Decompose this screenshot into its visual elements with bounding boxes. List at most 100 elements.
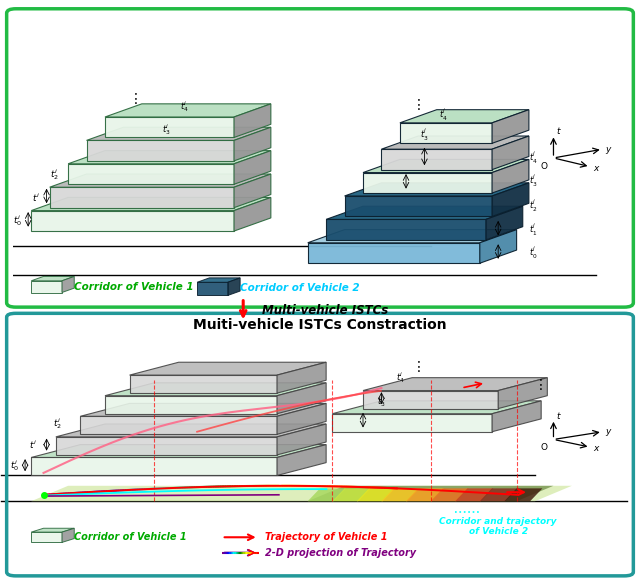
Polygon shape xyxy=(480,230,516,263)
Polygon shape xyxy=(50,187,234,208)
Polygon shape xyxy=(81,404,326,417)
Polygon shape xyxy=(86,140,234,161)
Polygon shape xyxy=(234,198,271,231)
Polygon shape xyxy=(332,414,492,432)
Polygon shape xyxy=(197,278,240,282)
Polygon shape xyxy=(31,277,74,281)
Polygon shape xyxy=(234,104,271,137)
Text: x: x xyxy=(593,444,599,453)
Text: Corridor of Vehicle 2: Corridor of Vehicle 2 xyxy=(240,283,360,293)
Text: $t_3^i$: $t_3^i$ xyxy=(162,123,171,137)
Polygon shape xyxy=(234,128,271,161)
Polygon shape xyxy=(277,383,326,414)
Polygon shape xyxy=(234,151,271,184)
Polygon shape xyxy=(62,528,74,542)
Polygon shape xyxy=(363,173,492,193)
Polygon shape xyxy=(81,417,277,434)
Polygon shape xyxy=(455,488,493,501)
Text: $t_3^j$: $t_3^j$ xyxy=(420,127,429,143)
Text: $t_3^j$: $t_3^j$ xyxy=(529,173,538,190)
Text: O: O xyxy=(540,443,547,452)
Polygon shape xyxy=(431,488,468,501)
Polygon shape xyxy=(56,424,326,437)
Polygon shape xyxy=(332,488,371,501)
Polygon shape xyxy=(308,488,346,501)
Text: Corridor of Vehicle 1: Corridor of Vehicle 1 xyxy=(74,532,187,542)
Polygon shape xyxy=(492,183,529,216)
Polygon shape xyxy=(332,401,541,414)
Text: $t_3^i$: $t_3^i$ xyxy=(377,394,386,408)
Text: t: t xyxy=(557,412,560,421)
Text: $t_4^j$: $t_4^j$ xyxy=(529,150,538,166)
Polygon shape xyxy=(480,488,518,501)
Polygon shape xyxy=(105,383,326,395)
Polygon shape xyxy=(504,488,543,501)
Polygon shape xyxy=(56,437,277,455)
Text: $t^i$: $t^i$ xyxy=(33,191,40,204)
Text: $t_2^j$: $t_2^j$ xyxy=(529,198,538,214)
Polygon shape xyxy=(277,424,326,455)
Polygon shape xyxy=(277,445,326,476)
Polygon shape xyxy=(31,528,74,532)
Polygon shape xyxy=(381,149,492,170)
Polygon shape xyxy=(486,206,523,240)
Polygon shape xyxy=(31,486,572,501)
Polygon shape xyxy=(326,206,523,219)
Polygon shape xyxy=(492,136,529,170)
Polygon shape xyxy=(406,488,444,501)
Polygon shape xyxy=(277,362,326,393)
Polygon shape xyxy=(105,117,234,137)
Text: y: y xyxy=(605,427,611,436)
Polygon shape xyxy=(68,164,234,184)
Polygon shape xyxy=(31,457,277,476)
Polygon shape xyxy=(234,174,271,208)
Text: 2-D projection of Trajectory: 2-D projection of Trajectory xyxy=(265,548,416,558)
Text: ⋮: ⋮ xyxy=(412,98,425,112)
Text: $t_0^j$: $t_0^j$ xyxy=(529,245,538,261)
Polygon shape xyxy=(62,277,74,292)
Text: $t^i$: $t^i$ xyxy=(29,438,37,451)
Polygon shape xyxy=(363,160,529,173)
Polygon shape xyxy=(357,488,395,501)
Polygon shape xyxy=(105,395,277,414)
Polygon shape xyxy=(308,230,516,243)
Text: $t_4^i$: $t_4^i$ xyxy=(396,370,404,386)
Text: Corridor and trajectory
of Vehicle 2: Corridor and trajectory of Vehicle 2 xyxy=(440,517,557,536)
Polygon shape xyxy=(31,532,62,542)
Polygon shape xyxy=(129,375,277,393)
Polygon shape xyxy=(498,378,547,408)
Text: $t_0^i$: $t_0^i$ xyxy=(13,214,22,228)
Text: x: x xyxy=(593,164,599,173)
Text: $t_2^i$: $t_2^i$ xyxy=(50,167,59,181)
Text: Corridor of Vehicle 1: Corridor of Vehicle 1 xyxy=(74,281,194,292)
Polygon shape xyxy=(363,378,547,391)
Polygon shape xyxy=(400,110,529,123)
Polygon shape xyxy=(344,183,529,196)
Polygon shape xyxy=(31,445,326,457)
Polygon shape xyxy=(381,136,529,149)
Polygon shape xyxy=(363,391,498,408)
Text: $t_2^i$: $t_2^i$ xyxy=(53,417,62,432)
Polygon shape xyxy=(308,486,554,501)
Polygon shape xyxy=(400,123,492,143)
Polygon shape xyxy=(344,196,492,216)
Text: $t_4^i$: $t_4^i$ xyxy=(180,99,189,114)
Polygon shape xyxy=(86,128,271,140)
Polygon shape xyxy=(277,404,326,434)
Text: Multi-vehicle ISTCs: Multi-vehicle ISTCs xyxy=(262,304,388,316)
Polygon shape xyxy=(129,362,326,375)
Polygon shape xyxy=(31,281,62,292)
Text: O: O xyxy=(540,162,547,171)
Text: t: t xyxy=(557,127,560,136)
Polygon shape xyxy=(228,278,240,295)
Text: ⋮: ⋮ xyxy=(534,378,548,393)
Polygon shape xyxy=(197,282,228,295)
Text: Muiti-vehicle ISTCs Constraction: Muiti-vehicle ISTCs Constraction xyxy=(193,318,447,332)
Polygon shape xyxy=(308,243,480,263)
Polygon shape xyxy=(492,401,541,432)
Text: $t_1^j$: $t_1^j$ xyxy=(529,222,538,238)
Polygon shape xyxy=(381,488,420,501)
Polygon shape xyxy=(105,104,271,117)
Polygon shape xyxy=(31,211,234,231)
Polygon shape xyxy=(492,110,529,143)
